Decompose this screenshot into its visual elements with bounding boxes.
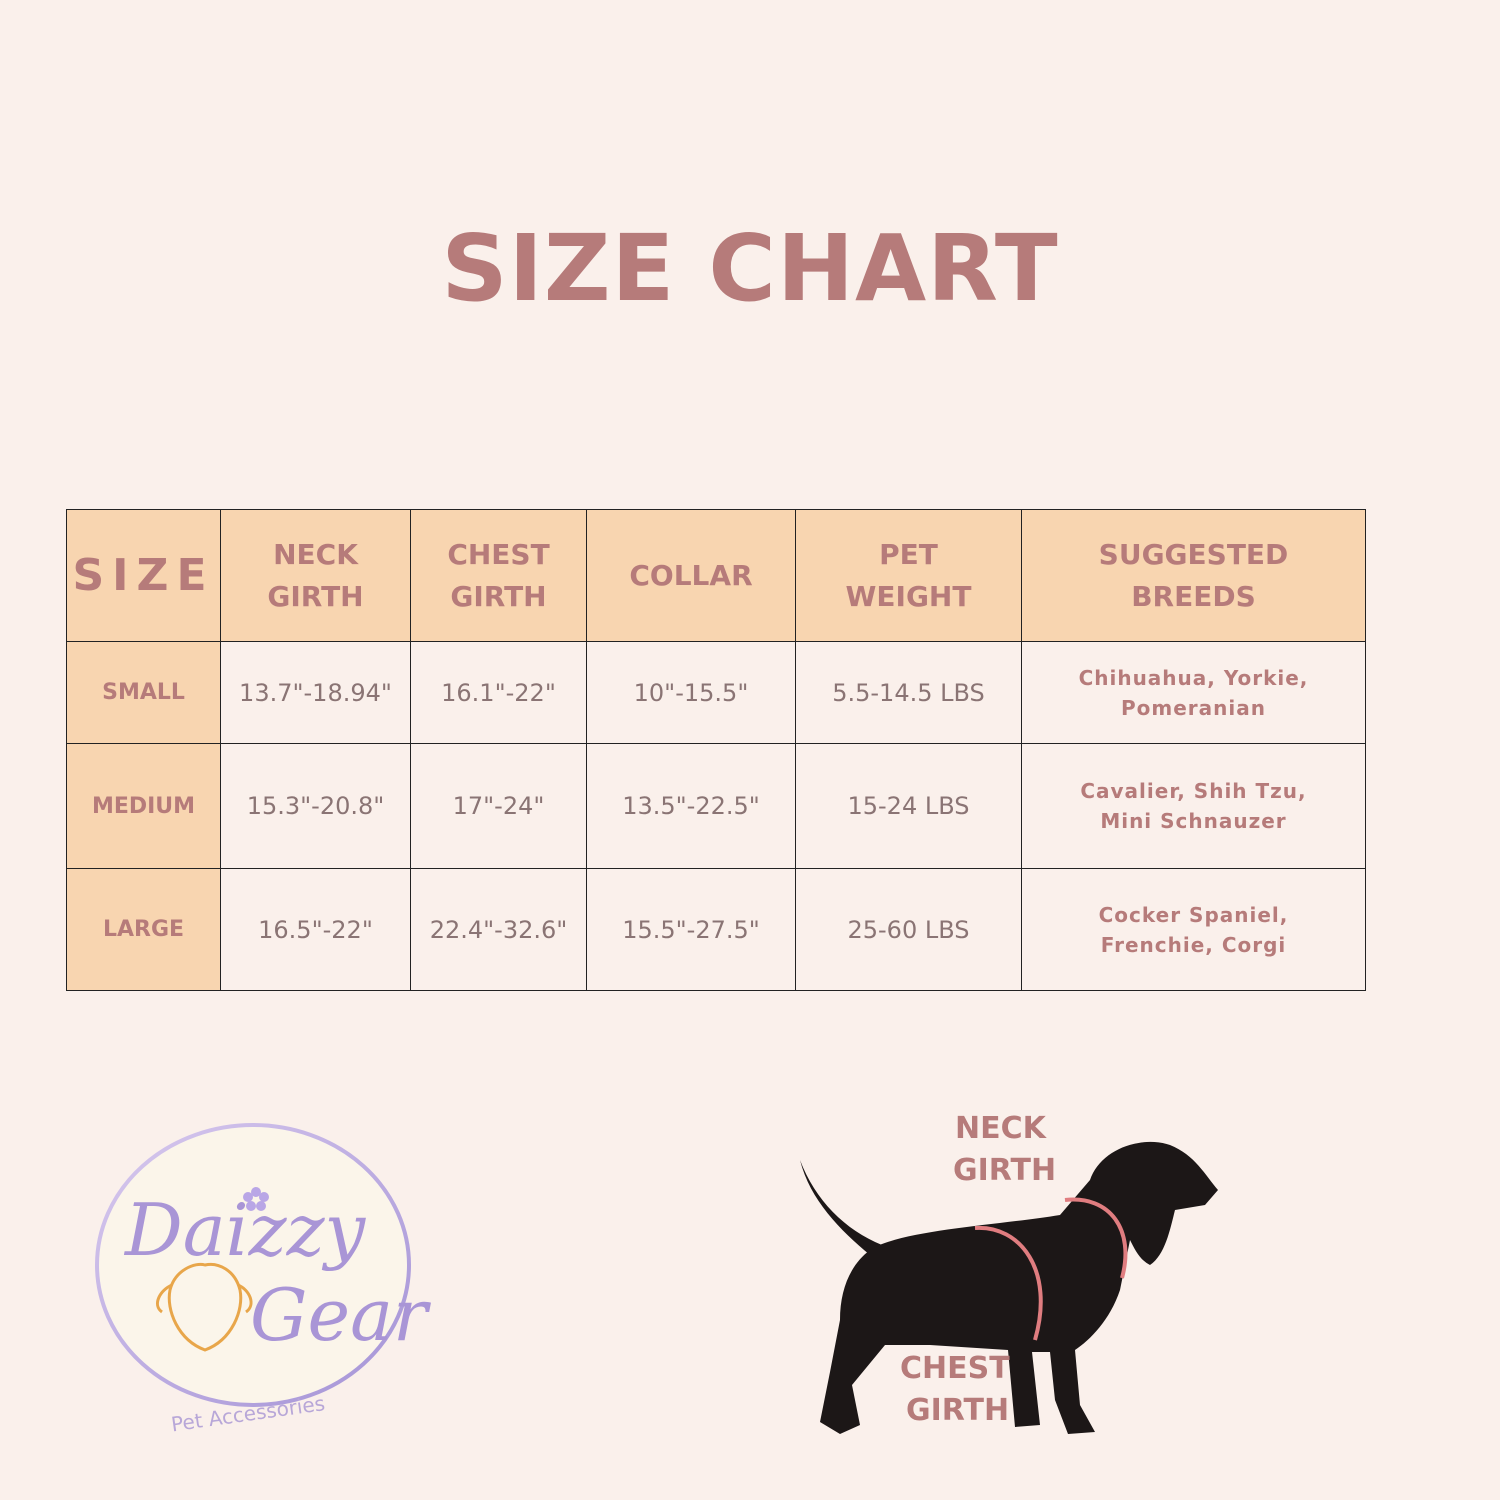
cell-text: 15.5"-27.5"	[622, 915, 760, 944]
cell-line: Cocker Spaniel,	[1098, 902, 1289, 927]
cell-text: MEDIUM	[91, 793, 196, 819]
header-cell: PET WEIGHT	[795, 509, 1022, 642]
size-table: SIZE NECK GIRTH CHEST GIRTH COLLAR PET WEIGHT SU…	[66, 509, 1366, 991]
table-row: SMALL 13.7"-18.94" 16.1"-22" 10"-15.5" 5.5-1…	[66, 641, 1366, 744]
table-body: SMALL 13.7"-18.94" 16.1"-22" 10"-15.5" 5.5-1…	[66, 641, 1366, 991]
cell: Cavalier, Shih Tzu, Mini Schnauzer	[1021, 743, 1366, 869]
header-cell: SUGGESTED BREEDS	[1021, 509, 1366, 642]
cell-text: 25-60 LBS	[847, 915, 970, 944]
header-cell-line: PET	[879, 537, 938, 571]
cell-text: 15-24 LBS	[847, 792, 970, 820]
chest-label: CHEST	[900, 1351, 1010, 1386]
logo-ring	[95, 1123, 411, 1407]
cell-text: 13.7"-18.94"	[239, 678, 392, 707]
cell-text: 16.5"-22"	[258, 915, 373, 944]
cell: MEDIUM	[66, 743, 221, 869]
header-row: SIZE NECK GIRTH CHEST GIRTH COLLAR PET WEIGHT SU…	[66, 509, 1366, 642]
cell: 13.5"-22.5"	[586, 743, 796, 869]
cell: 15-24 LBS	[795, 743, 1022, 869]
title: SIZE CHART	[441, 215, 1059, 322]
cell: 17"-24"	[410, 743, 587, 869]
header-cell-line: GIRTH	[450, 579, 547, 613]
cell-text: 16.1"-22"	[441, 678, 556, 707]
logo-flower	[243, 1187, 269, 1211]
cell: LARGE	[66, 868, 221, 991]
cell-text: 5.5-14.5 LBS	[832, 678, 985, 707]
header-cell: COLLAR	[586, 509, 796, 642]
header-cell: SIZE	[66, 509, 221, 642]
cell: Chihuahua, Yorkie, Pomeranian	[1021, 641, 1366, 744]
cell: 16.1"-22"	[410, 641, 587, 744]
cell: 22.4"-32.6"	[410, 868, 587, 991]
neck-label: NECK	[955, 1111, 1048, 1146]
cell: 5.5-14.5 LBS	[795, 641, 1022, 744]
header-cell-line: SIZE	[72, 549, 215, 601]
chest-label: GIRTH	[906, 1393, 1009, 1428]
logo-line2: Gear	[250, 1273, 431, 1357]
table-row: LARGE 16.5"-22" 22.4"-32.6" 15.5"-27.5" 25-6…	[66, 868, 1366, 991]
cell-text: LARGE	[102, 917, 185, 942]
header-cell-line: WEIGHT	[845, 579, 972, 613]
cell-line: Frenchie, Corgi	[1100, 932, 1287, 957]
cell: SMALL	[66, 641, 221, 744]
girth-arrows	[974, 1197, 1128, 1341]
header-cell-line: GIRTH	[267, 579, 364, 613]
cell: Cocker Spaniel, Frenchie, Corgi	[1021, 868, 1366, 991]
header-cell-line: BREEDS	[1131, 579, 1256, 613]
header-cell-line: COLLAR	[629, 558, 753, 592]
logo-dog	[156, 1262, 253, 1352]
cell-text: 22.4"-32.6"	[429, 915, 568, 944]
cell-line: Pomeranian	[1121, 695, 1266, 720]
cell: 15.5"-27.5"	[586, 868, 796, 991]
header-cell-line: NECK	[273, 537, 358, 571]
cell-text: 13.5"-22.5"	[622, 792, 760, 820]
cell-line: Mini Schnauzer	[1100, 809, 1287, 833]
cell-text: 17"-24"	[452, 792, 545, 820]
cell-line: Chihuahua, Yorkie,	[1078, 665, 1309, 690]
header-cell-line: SUGGESTED	[1098, 537, 1289, 571]
cell: 10"-15.5"	[586, 641, 796, 744]
dog-silhouette	[800, 1141, 1218, 1434]
cell: 16.5"-22"	[220, 868, 411, 991]
neck-label: GIRTH	[953, 1153, 1056, 1188]
header-cell: CHEST GIRTH	[410, 509, 587, 642]
header-cell: NECK GIRTH	[220, 509, 411, 642]
cell-line: Cavalier, Shih Tzu,	[1080, 779, 1307, 803]
table-header: SIZE NECK GIRTH CHEST GIRTH COLLAR PET WEIGHT SU…	[66, 509, 1366, 642]
cell-text: 10"-15.5"	[633, 678, 749, 707]
logo-line1: Daizzy	[123, 1188, 367, 1272]
table-row: MEDIUM 15.3"-20.8" 17"-24" 13.5"-22.5" 15-24…	[66, 743, 1366, 869]
header-cell-line: CHEST	[447, 537, 550, 571]
cell-text: 15.3"-20.8"	[246, 792, 385, 820]
cell-text: SMALL	[102, 680, 185, 705]
cell: 13.7"-18.94"	[220, 641, 411, 744]
cell: 25-60 LBS	[795, 868, 1022, 991]
